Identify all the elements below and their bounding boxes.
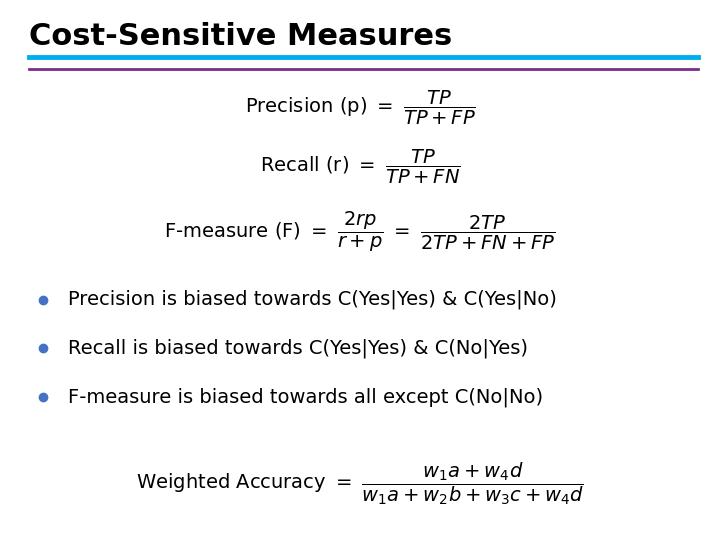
Text: $\mathrm{Weighted\ Accuracy}\ =\ \dfrac{w_1 a + w_4 d}{w_1 a + w_2 b + w_3 c + w: $\mathrm{Weighted\ Accuracy}\ =\ \dfrac{… [136,460,584,507]
Text: F-measure is biased towards all except C(No|No): F-measure is biased towards all except C… [68,387,544,407]
Text: $\mathrm{F\text{-}measure\ (F)}\ =\ \dfrac{2rp}{r+p}\ =\ \dfrac{2TP}{2TP + FN + : $\mathrm{F\text{-}measure\ (F)}\ =\ \dfr… [164,210,556,254]
Text: $\mathrm{Precision\ (p)}\ =\ \dfrac{TP}{TP + FP}$: $\mathrm{Precision\ (p)}\ =\ \dfrac{TP}{… [245,89,475,127]
Text: Cost-Sensitive Measures: Cost-Sensitive Measures [29,22,452,51]
Text: $\mathrm{Recall\ (r)}\ =\ \dfrac{TP}{TP + FN}$: $\mathrm{Recall\ (r)}\ =\ \dfrac{TP}{TP … [260,148,460,186]
Text: Precision is biased towards C(Yes|Yes) & C(Yes|No): Precision is biased towards C(Yes|Yes) &… [68,290,557,309]
Text: Recall is biased towards C(Yes|Yes) & C(No|Yes): Recall is biased towards C(Yes|Yes) & C(… [68,339,528,358]
